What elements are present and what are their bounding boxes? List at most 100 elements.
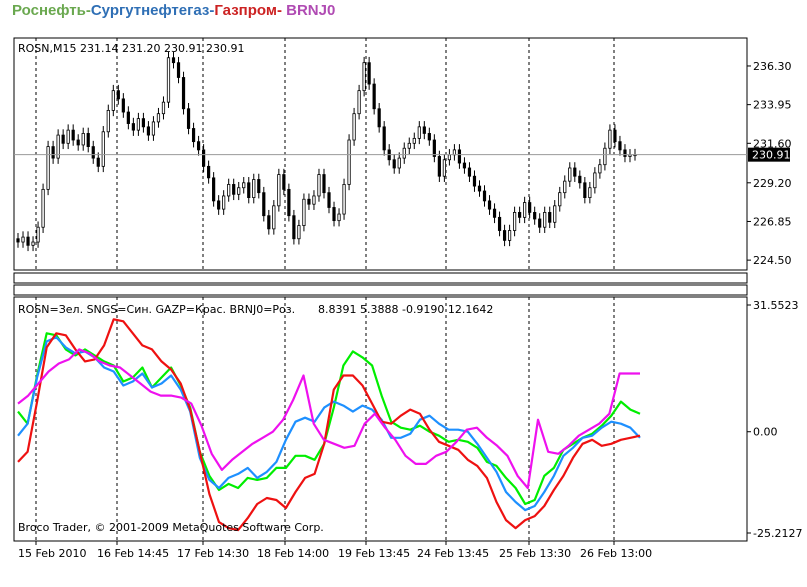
candle	[558, 186, 562, 212]
candle-body	[322, 174, 326, 194]
candle-body	[151, 121, 156, 136]
candle	[507, 224, 512, 247]
candle-body	[332, 207, 336, 222]
candle	[151, 116, 156, 141]
candle-body	[26, 236, 30, 246]
candle-body	[232, 184, 236, 195]
candle	[402, 142, 406, 164]
candle-body	[101, 131, 105, 167]
title-surgut: Сургутнефтегаз	[90, 2, 210, 19]
candle-body	[262, 192, 266, 217]
x-tick-label: 19 Feb 13:45	[338, 547, 410, 560]
candle-body	[191, 128, 196, 143]
candle-body	[81, 133, 85, 146]
candle-body	[91, 146, 95, 159]
candle	[623, 144, 627, 163]
candle	[257, 173, 261, 199]
candle	[237, 181, 241, 201]
price-panel-title: ROSN,M15 231.14 231.20 230.91 230.91	[18, 42, 244, 55]
candle	[207, 160, 211, 184]
title-sep-1: -	[85, 2, 91, 19]
candle-body	[382, 126, 386, 151]
candle-body	[86, 133, 90, 147]
candle-body	[598, 164, 602, 174]
candle-body	[212, 177, 216, 202]
candle-body	[422, 126, 426, 134]
candle-body	[146, 126, 151, 136]
candle-body	[417, 126, 421, 139]
price-y-tick-label: 224.50	[753, 254, 792, 267]
candle	[287, 183, 291, 222]
x-tick-label: 16 Feb 14:45	[97, 547, 169, 560]
candle-body	[71, 129, 75, 141]
candle-body	[538, 218, 542, 228]
candle-body	[583, 182, 587, 199]
candle	[202, 144, 206, 173]
x-tick-label: 15 Feb 2010	[18, 547, 86, 560]
candle-body	[548, 212, 552, 223]
current-price-label: 230.91	[752, 149, 791, 162]
candle-body	[176, 62, 181, 78]
price-y-tick-label: 229.20	[753, 177, 792, 190]
candle-body	[237, 187, 241, 195]
candle	[382, 121, 386, 156]
candle-body	[141, 118, 146, 128]
chart-title-header: Роснефть-Сургутнефтегаз-Газпром- BRNJ0	[12, 2, 335, 19]
candle-body	[31, 241, 35, 246]
candle-body	[76, 139, 80, 146]
candle	[171, 51, 176, 69]
candle	[608, 124, 612, 154]
candle-body	[161, 101, 166, 115]
candle	[437, 150, 441, 182]
price-y-tick-label: 236.30	[753, 60, 792, 73]
candle	[462, 157, 467, 174]
candle-body	[477, 185, 482, 192]
candle-body	[302, 198, 306, 226]
candle-body	[513, 212, 517, 231]
candle	[317, 168, 321, 202]
candle-body	[16, 238, 20, 243]
candle-body	[317, 174, 321, 197]
candle	[227, 178, 231, 202]
osc-y-tick-label: 0.00	[753, 426, 778, 439]
x-tick-label: 25 Feb 13:30	[499, 547, 571, 560]
candle	[51, 140, 55, 164]
candle	[302, 193, 306, 232]
candle	[242, 177, 246, 194]
candle	[21, 231, 25, 248]
candle	[176, 56, 181, 84]
candle	[126, 106, 130, 130]
candle-body	[51, 146, 55, 159]
candle	[76, 134, 80, 151]
candle-body	[543, 212, 547, 228]
candle	[96, 152, 100, 173]
candle	[397, 152, 401, 174]
candle-body	[618, 141, 622, 151]
candle-body	[613, 129, 617, 143]
candle	[412, 132, 416, 150]
candle	[377, 102, 381, 133]
candle	[362, 56, 366, 97]
candle	[497, 211, 502, 237]
candle-body	[472, 175, 477, 187]
candle-body	[558, 192, 562, 207]
candle	[563, 175, 567, 199]
candle	[161, 96, 166, 120]
candle	[46, 140, 50, 196]
candle	[487, 195, 492, 215]
candle	[347, 134, 351, 191]
candle	[136, 112, 140, 136]
candle	[593, 167, 597, 194]
candle	[603, 142, 607, 171]
candle	[573, 162, 577, 182]
candle	[392, 154, 396, 174]
candle	[372, 78, 376, 115]
candle-body	[267, 215, 271, 230]
candle	[548, 206, 552, 229]
candle-body	[372, 83, 376, 110]
candle-body	[437, 156, 441, 177]
candle	[568, 162, 572, 187]
candle-body	[487, 200, 492, 210]
candle-body	[578, 175, 582, 184]
candle-body	[427, 133, 431, 141]
